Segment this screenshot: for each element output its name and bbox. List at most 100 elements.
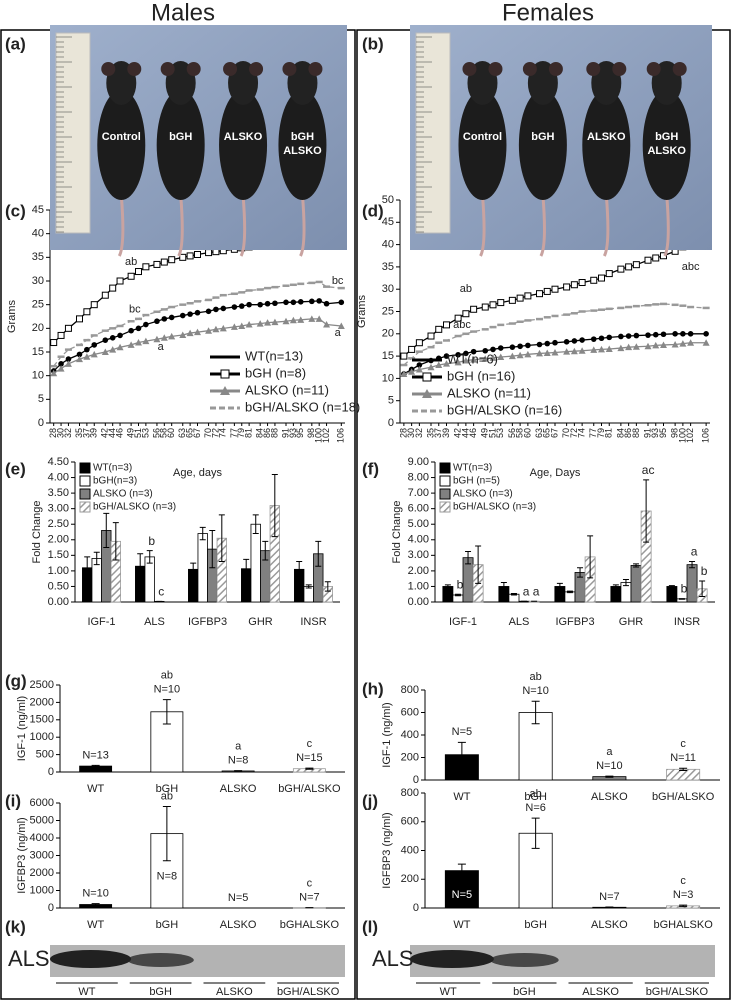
point xyxy=(128,327,134,334)
error-bar xyxy=(199,526,206,541)
point xyxy=(135,268,142,276)
mouse-label: Control xyxy=(102,131,141,143)
error-bar xyxy=(612,584,619,589)
x-tick-label: 35 xyxy=(74,428,84,438)
error-bar xyxy=(137,553,144,580)
x-tick-label: 106 xyxy=(701,428,711,443)
point xyxy=(194,309,201,316)
mouse-ear xyxy=(522,62,537,76)
x-tick-label: 74 xyxy=(218,428,228,438)
point xyxy=(625,333,632,339)
point xyxy=(245,321,253,328)
point xyxy=(579,337,585,343)
point xyxy=(127,272,135,280)
point xyxy=(408,368,416,375)
x-tick-label: 81 xyxy=(244,428,254,438)
x-tick-label: ALSKO xyxy=(591,919,628,931)
annotation: bc xyxy=(129,303,141,315)
mouse-tail xyxy=(239,194,247,257)
error-bar xyxy=(556,582,563,591)
significance-letter: ac xyxy=(642,463,655,477)
panel-label: (i) xyxy=(5,791,21,810)
y-axis-label: IGF-1 (ng/ml) xyxy=(16,696,28,761)
x-tick-label: 88 xyxy=(269,428,279,438)
point xyxy=(64,360,72,367)
point xyxy=(435,325,443,333)
series-line xyxy=(53,300,342,372)
point xyxy=(427,332,435,340)
bar xyxy=(630,565,642,603)
x-tick-label: 28 xyxy=(48,428,58,438)
panel-label: (e) xyxy=(5,459,26,478)
y-axis-label: IGFBP3 (ng/ml) xyxy=(16,817,28,893)
x-tick-label: 42 xyxy=(100,428,110,438)
legend-label: bGH (n=16) xyxy=(447,368,515,383)
n-label: N=8 xyxy=(228,755,249,767)
point xyxy=(489,301,497,309)
y-tick-label: 600 xyxy=(401,706,419,718)
y-tick-label: 30 xyxy=(32,275,44,287)
point xyxy=(194,250,201,258)
legend-label: ALSKO (n=11) xyxy=(245,382,329,397)
protein-label: ALS xyxy=(372,946,414,971)
y-tick-label: 1500 xyxy=(30,714,54,726)
x-tick-label: 42 xyxy=(453,428,463,438)
legend-label: WT(n=3) xyxy=(453,463,492,474)
point xyxy=(297,299,304,305)
x-tick-label: 37 xyxy=(433,428,443,438)
x-tick-label: bGHALSKO xyxy=(280,919,340,931)
panel-label: (h) xyxy=(362,679,384,698)
point xyxy=(308,315,316,322)
lane-label: bGH/ALSKO xyxy=(646,986,709,998)
annotation: ab xyxy=(125,256,137,268)
point xyxy=(598,335,605,342)
y-tick-label: 0.00 xyxy=(408,596,429,608)
point xyxy=(194,328,201,336)
mouse-ear xyxy=(186,62,201,76)
mouse-body xyxy=(582,90,631,200)
point xyxy=(154,318,160,325)
mouse-tail xyxy=(602,194,610,257)
y-tick-label: 0 xyxy=(48,766,54,778)
legend-label: bGH/ALSKO (n=18) xyxy=(245,399,360,414)
point xyxy=(563,339,570,345)
error-bar xyxy=(91,903,100,906)
x-tick-label: 49 xyxy=(126,428,136,438)
x-tick-label: 60 xyxy=(166,428,176,438)
x-tick-label: 88 xyxy=(631,428,641,438)
ruler xyxy=(55,32,91,234)
x-tick-label: ALS xyxy=(509,616,530,628)
point xyxy=(543,287,551,295)
x-tick-label: 32 xyxy=(63,428,73,438)
mouse-body xyxy=(642,90,691,200)
legend-swatch xyxy=(79,475,91,487)
series xyxy=(400,302,710,367)
point xyxy=(489,354,497,361)
point xyxy=(283,299,289,306)
legend-marker xyxy=(422,372,432,382)
significance-letter: c xyxy=(680,738,686,750)
error-bar xyxy=(510,592,517,596)
mouse-tail xyxy=(117,194,125,257)
x-tick-label: 37 xyxy=(81,428,91,438)
x-tick-label: 53 xyxy=(140,428,150,438)
point xyxy=(551,285,559,293)
y-tick-label: 1.00 xyxy=(48,565,69,577)
point xyxy=(632,343,640,350)
y-tick-label: 3.50 xyxy=(48,487,69,499)
x-tick-label: ALSKO xyxy=(220,783,257,795)
point xyxy=(117,332,123,339)
point xyxy=(660,331,667,338)
bar xyxy=(666,586,678,603)
x-tick-label: 77 xyxy=(588,428,598,438)
blot-band xyxy=(127,953,194,967)
y-tick-label: 3.00 xyxy=(48,503,69,515)
point xyxy=(90,350,98,358)
point xyxy=(618,333,624,340)
point xyxy=(482,347,489,354)
point xyxy=(435,361,443,369)
blot-band xyxy=(410,950,494,968)
point xyxy=(570,281,578,289)
error-bar xyxy=(465,550,472,565)
series-line xyxy=(403,303,707,366)
